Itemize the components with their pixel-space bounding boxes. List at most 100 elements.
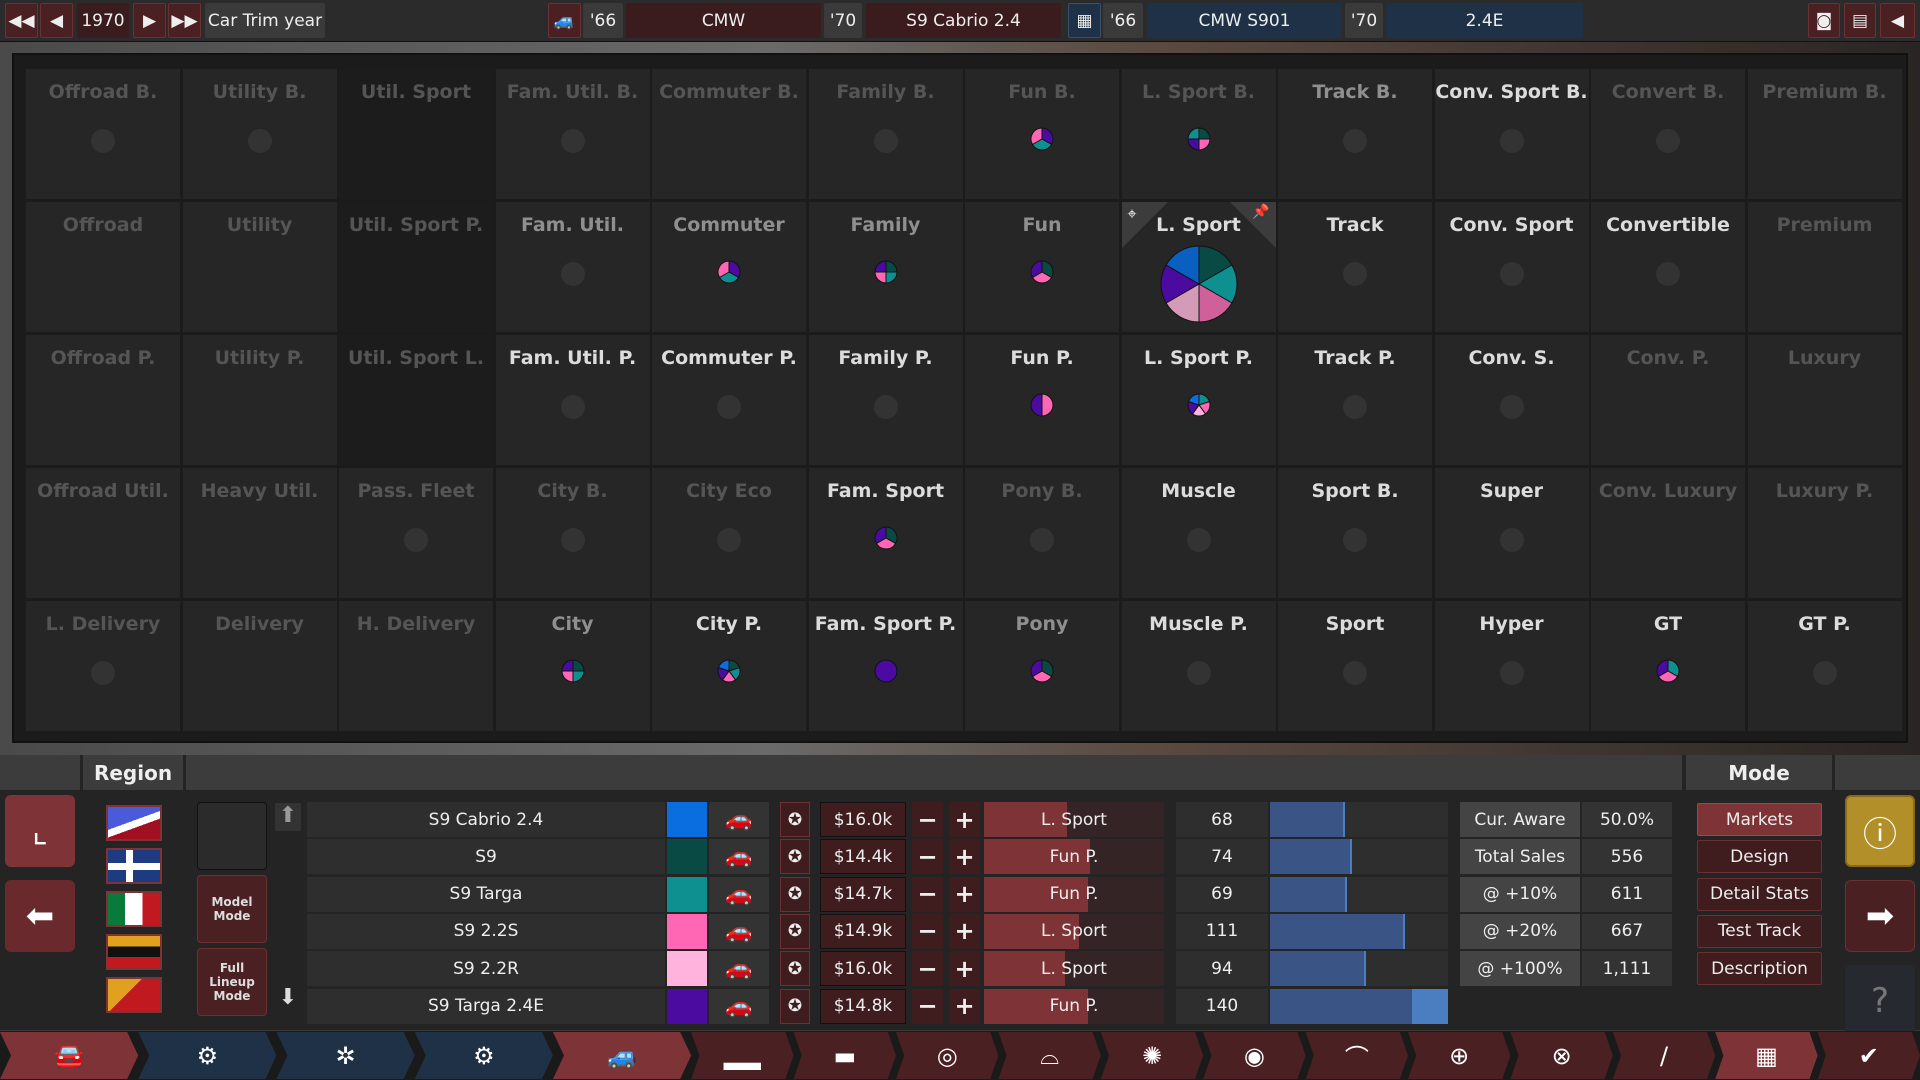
trim-color-swatch[interactable] <box>667 988 707 1024</box>
market-cell[interactable]: Muscle P. <box>1121 601 1276 731</box>
trim-name[interactable]: S9 Targa 2.4E <box>307 988 665 1024</box>
nav-tab[interactable]: ✺ <box>1100 1032 1204 1079</box>
trim-color-swatch[interactable] <box>667 802 707 837</box>
price-decrease-button[interactable]: − <box>912 951 943 987</box>
star-icon[interactable]: ✪ <box>780 839 810 875</box>
price-decrease-button[interactable]: − <box>912 988 943 1024</box>
flag-region-2[interactable] <box>106 848 162 884</box>
market-cell[interactable]: Utility P. <box>182 335 337 465</box>
star-icon[interactable]: ✪ <box>780 802 810 837</box>
car-body-icon[interactable]: 🚗 <box>709 802 769 837</box>
market-cell[interactable]: Sport <box>1278 601 1432 731</box>
market-cell[interactable]: Fam. Util. B. <box>495 69 650 199</box>
rewind-icon[interactable]: ◀◀ <box>5 3 38 38</box>
market-cell[interactable]: Fam. Util. P. <box>495 335 650 465</box>
market-cell[interactable]: Offroad P. <box>26 335 180 465</box>
nav-tab[interactable]: 🚙 <box>552 1032 692 1079</box>
trim-name[interactable]: S9 Targa <box>307 876 665 912</box>
star-icon[interactable]: ✪ <box>780 951 810 987</box>
nav-tab[interactable]: ∕ <box>1612 1032 1716 1079</box>
nav-tab[interactable]: ◎ <box>895 1032 999 1079</box>
price-increase-button[interactable]: + <box>949 951 980 987</box>
market-cell[interactable]: Fam. Sport P. <box>808 601 963 731</box>
market-cell[interactable]: GT <box>1591 601 1745 731</box>
star-icon[interactable]: ✪ <box>780 913 810 949</box>
nav-tab[interactable]: ⚙ <box>414 1032 553 1079</box>
nav-tab[interactable]: ⊗ <box>1510 1032 1613 1079</box>
price-increase-button[interactable]: + <box>949 913 980 949</box>
market-cell[interactable]: Heavy Util. <box>182 468 337 598</box>
target-icon[interactable]: ⌖ <box>1121 202 1168 248</box>
price-increase-button[interactable]: + <box>949 876 980 912</box>
market-cell[interactable]: Muscle <box>1121 468 1276 598</box>
next-icon[interactable]: ▶ <box>133 3 166 38</box>
market-cell[interactable]: Family B. <box>808 69 963 199</box>
graph-button[interactable]: ⌞ <box>5 795 75 867</box>
market-cell[interactable]: Pass. Fleet <box>339 468 493 598</box>
mode-test-track-button[interactable]: Test Track <box>1697 914 1822 948</box>
market-cell[interactable]: Track B. <box>1278 69 1432 199</box>
market-cell[interactable]: Commuter B. <box>652 69 806 199</box>
warning-button[interactable]: ⓘ <box>1845 795 1915 867</box>
market-cell[interactable]: L. Delivery <box>26 601 180 731</box>
market-cell[interactable]: Fam. Util. <box>495 202 650 332</box>
flag-region-5[interactable] <box>106 977 162 1013</box>
market-cell[interactable]: Fam. Sport <box>808 468 963 598</box>
price-field[interactable]: $14.4k <box>820 839 906 875</box>
market-cell[interactable]: Util. Sport <box>339 69 493 199</box>
market-cell[interactable]: Track <box>1278 202 1432 332</box>
price-increase-button[interactable]: + <box>949 839 980 875</box>
market-cell[interactable]: Track P. <box>1278 335 1432 465</box>
car-body-icon[interactable]: 🚗 <box>709 876 769 912</box>
fast-forward-icon[interactable]: ▶▶ <box>168 3 201 38</box>
market-cell[interactable]: Luxury <box>1747 335 1902 465</box>
engine-variant-selector[interactable]: 2.4E <box>1386 3 1583 38</box>
market-cell[interactable]: Util. Sport L. <box>339 335 493 465</box>
market-cell[interactable]: Util. Sport P. <box>339 202 493 332</box>
price-field[interactable]: $14.7k <box>820 876 906 912</box>
price-increase-button[interactable]: + <box>949 802 980 837</box>
trim-name[interactable]: S9 Cabrio 2.4 <box>307 802 665 837</box>
nav-tab[interactable]: ⚙ <box>138 1032 277 1079</box>
trim-color-swatch[interactable] <box>667 839 707 875</box>
market-cell[interactable]: City B. <box>495 468 650 598</box>
trim-selector[interactable]: S9 Cabrio 2.4 <box>866 3 1061 38</box>
market-cell[interactable]: Fun B. <box>965 69 1119 199</box>
star-icon[interactable]: ✪ <box>780 988 810 1024</box>
market-cell[interactable]: Premium <box>1747 202 1902 332</box>
nav-tab[interactable]: 🚘 <box>0 1032 139 1079</box>
price-field[interactable]: $16.0k <box>820 951 906 987</box>
market-cell[interactable]: Utility <box>182 202 337 332</box>
market-cell[interactable]: L. Sport B. <box>1121 69 1276 199</box>
car-body-icon[interactable]: 🚗 <box>709 951 769 987</box>
trim-name[interactable]: S9 <box>307 839 665 875</box>
market-cell[interactable]: Pony <box>965 601 1119 731</box>
market-cell[interactable]: Super <box>1434 468 1589 598</box>
nav-tab[interactable]: ✲ <box>276 1032 415 1079</box>
car-body-icon[interactable]: 🚗 <box>709 839 769 875</box>
flag-region-3[interactable] <box>106 891 162 927</box>
price-increase-button[interactable]: + <box>949 988 980 1024</box>
pin-icon[interactable]: 📌 <box>1229 202 1276 248</box>
scroll-up-arrow-icon[interactable]: ⬆ <box>275 803 301 831</box>
price-decrease-button[interactable]: − <box>912 839 943 875</box>
market-cell[interactable]: Conv. P. <box>1591 335 1745 465</box>
trim-color-swatch[interactable] <box>667 876 707 912</box>
nav-tab[interactable]: ✔ <box>1817 1032 1920 1079</box>
price-field[interactable]: $16.0k <box>820 802 906 837</box>
market-cell[interactable]: City <box>495 601 650 731</box>
trim-name[interactable]: S9 2.2S <box>307 913 665 949</box>
market-cell[interactable]: Premium B. <box>1747 69 1902 199</box>
market-cell[interactable]: Utility B. <box>182 69 337 199</box>
price-field[interactable]: $14.8k <box>820 988 906 1024</box>
back-arrow-icon[interactable]: ◀ <box>1880 3 1915 38</box>
market-cell[interactable]: Conv. Sport <box>1434 202 1589 332</box>
mode-markets-button[interactable]: Markets <box>1697 803 1822 836</box>
market-cell[interactable]: Commuter P. <box>652 335 806 465</box>
market-cell[interactable]: Hyper <box>1434 601 1589 731</box>
market-cell[interactable]: Family P. <box>808 335 963 465</box>
prev-icon[interactable]: ◀ <box>40 3 73 38</box>
nav-tab[interactable]: ⌓ <box>998 1032 1101 1079</box>
trim-color-swatch[interactable] <box>667 951 707 987</box>
market-cell[interactable]: Convertible <box>1591 202 1745 332</box>
